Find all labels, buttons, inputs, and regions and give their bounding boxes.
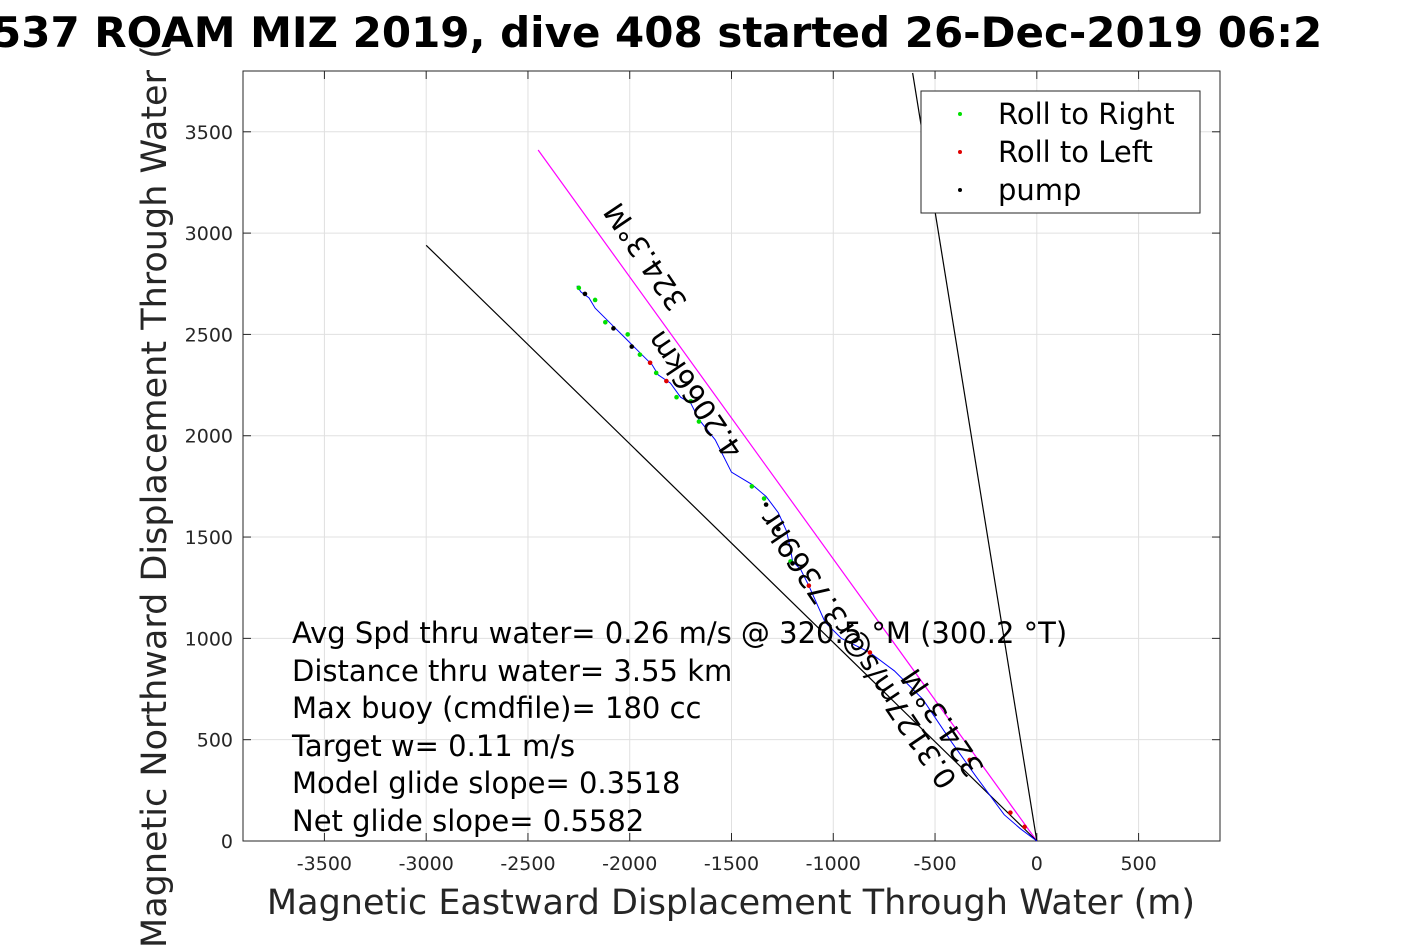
y-tick-label: 3000 [185,223,233,245]
x-axis: -3500 -3000 -2500 -2000 -1500 -1000 -500 0 500 [297,71,1157,875]
x-tick-label: -1000 [806,853,861,875]
legend-marker-roll-right [958,112,962,116]
y-axis-label: Magnetic Northward Displacement Through … [135,45,175,945]
legend: Roll to Right Roll to Left pump [920,90,1201,214]
x-tick-label: 500 [1120,853,1156,875]
info-line-target-w: Target w= 0.11 m/s [291,729,575,763]
roll-left-point [967,757,972,763]
roll-right-point [653,370,659,376]
x-tick-label: -2500 [500,853,555,875]
x-axis-label: Magnetic Eastward Displacement Through W… [267,883,1195,923]
roll-left-point [1022,824,1027,830]
roll-right-point [625,332,630,337]
chart-title: 537 ROAM MIZ 2019, dive 408 started 26-D… [0,8,1322,57]
info-line-avg-speed: Avg Spd thru water= 0.26 m/s @ 320.5 °M … [292,616,1067,650]
legend-label-roll-left: Roll to Left [998,135,1153,169]
info-line-distance: Distance thru water= 3.55 km [292,654,732,688]
y-tick-label: 0 [221,831,233,853]
roll-left-point [867,650,873,655]
track-points [576,285,1027,830]
pump-point [776,526,781,532]
y-axis: 0 500 1000 1500 2000 2500 3000 3500 [185,122,1220,853]
y-tick-label: 1000 [185,628,233,650]
pump-point [763,502,769,507]
x-tick-label: -2000 [602,853,657,875]
x-tick-label: -3500 [297,853,352,875]
roll-right-point [749,484,755,489]
y-tick-label: 2500 [185,324,233,346]
y-tick-label: 1500 [185,527,233,549]
info-line-model-glide: Model glide slope= 0.3518 [292,766,680,800]
roll-right-point [674,394,679,400]
legend-label-roll-right: Roll to Right [998,97,1175,131]
annotation-distance: 4.2066km [640,325,750,465]
legend-box [920,90,1201,214]
pump-point [629,344,635,349]
legend-marker-roll-left [958,150,962,154]
x-tick-label: -1500 [704,853,759,875]
pump-point [790,561,795,566]
x-tick-label: -500 [913,853,956,875]
y-tick-label: 500 [197,730,233,752]
legend-label-pump: pump [998,173,1081,207]
roll-right-point [637,352,643,357]
grid [243,71,1220,842]
heading-line [425,244,1038,842]
roll-left-point [664,378,669,384]
roll-left-point [806,583,812,588]
roll-right-point [592,297,598,303]
roll-right-point [761,496,767,501]
info-line-max-buoy: Max buoy (cmdfile)= 180 cc [292,691,701,725]
y-tick-label: 2000 [185,426,233,448]
heading-line [537,149,1038,842]
roll-left-point [647,360,653,366]
y-tick-label: 3500 [185,122,233,144]
legend-marker-pump [958,188,962,192]
x-tick-label: 0 [1031,853,1043,875]
pump-point [582,291,588,297]
info-line-net-glide: Net glide slope= 0.5582 [292,804,644,838]
pump-point [611,326,616,331]
info-text: Avg Spd thru water= 0.26 m/s @ 320.5 °M … [291,616,1067,838]
roll-right-point [603,319,608,325]
roll-right-point [696,419,702,424]
roll-left-point [1008,810,1013,815]
roll-right-point [688,398,694,404]
roll-right-point [576,285,582,291]
x-tick-label: -3000 [399,853,454,875]
